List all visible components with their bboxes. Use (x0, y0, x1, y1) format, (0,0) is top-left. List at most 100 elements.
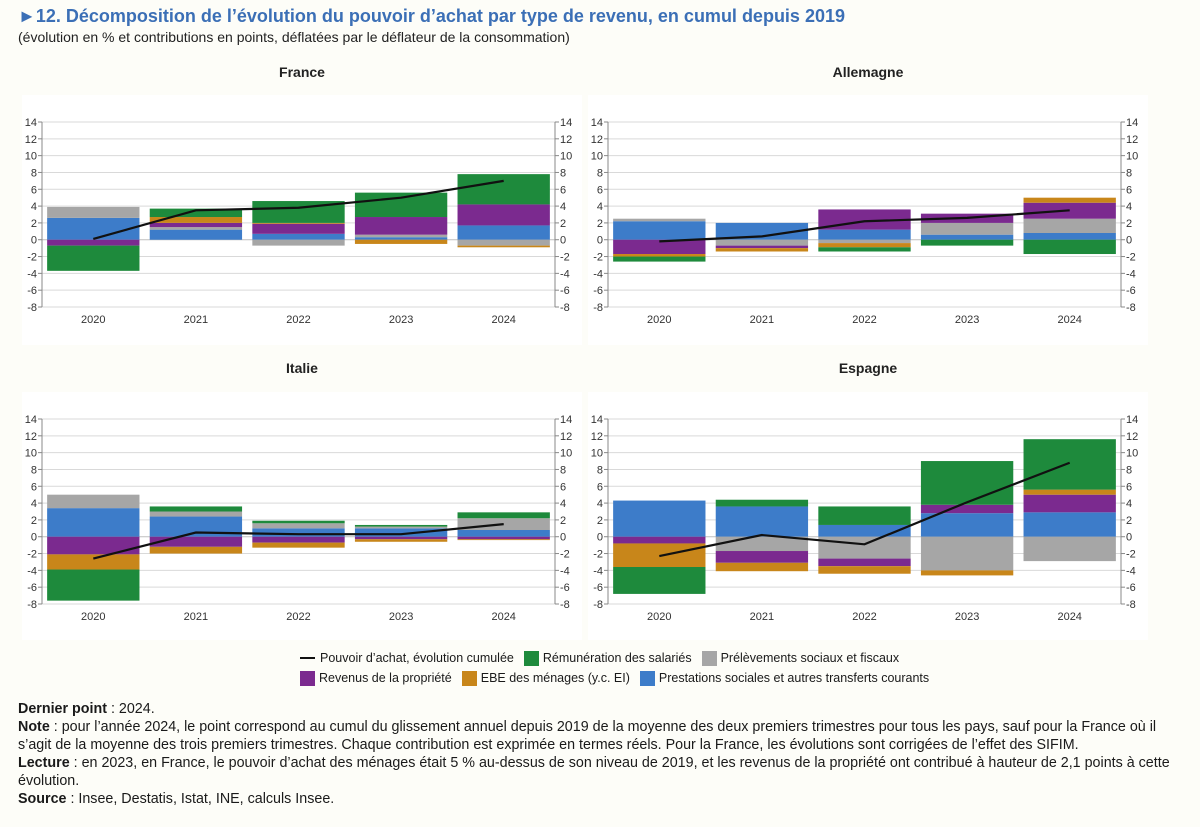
legend-label: Pouvoir d’achat, évolution cumulée (320, 651, 514, 665)
x-tick-label: 2023 (955, 314, 979, 326)
bar-segment-prestations (149, 516, 243, 537)
charts-area: France -8 -8 -6 -6 -4 -4 -2 -2 0 0 2 2 4 4 6 6 8 8 10 10 12 12… (22, 64, 1148, 640)
y-tick-label-left: -2 (593, 252, 603, 264)
bar-segment-revenus_propriete (920, 504, 1014, 514)
bar-segment-remuneration (1023, 439, 1116, 490)
y-tick-label-left: 10 (591, 151, 603, 163)
y-tick-label-right: -8 (1126, 302, 1136, 314)
y-tick-label-right: 2 (560, 515, 566, 527)
y-tick-label-right: -6 (1126, 582, 1136, 594)
bar-segment-remuneration (457, 174, 550, 205)
y-tick-label-left: -8 (593, 599, 603, 611)
bar-segment-revenus_propriete (1023, 494, 1116, 513)
bar-segment-prelevements (920, 222, 1014, 235)
legend-label: Prélèvements sociaux et fiscaux (720, 651, 900, 665)
y-tick-label-left: -4 (27, 268, 37, 280)
y-tick-label-right: 6 (1126, 184, 1132, 196)
y-tick-label-left: 8 (597, 167, 603, 179)
y-tick-label-left: 12 (25, 134, 37, 146)
y-tick-label-right: 4 (1126, 498, 1132, 510)
y-tick-label-right: 8 (1126, 464, 1132, 476)
y-tick-label-right: -8 (560, 302, 570, 314)
bar-segment-prelevements (149, 511, 243, 517)
bar-segment-prestations (613, 221, 706, 240)
bar-segment-ebe (818, 243, 911, 248)
bar-segment-prestations (613, 500, 706, 537)
bar-segment-ebe (149, 546, 243, 554)
bar-segment-prelevements (818, 536, 911, 559)
blue-swatch-icon (639, 670, 655, 686)
y-tick-label-right: 12 (1126, 431, 1138, 443)
bar-segment-ebe (1023, 489, 1116, 495)
y-tick-label-left: -2 (593, 549, 603, 561)
y-tick-label-right: -2 (560, 252, 570, 264)
bar-segment-prestations (715, 222, 809, 240)
y-tick-label-right: -6 (1126, 285, 1136, 297)
y-tick-label-left: 14 (25, 117, 37, 129)
note-text: : 2024. (106, 701, 155, 717)
bar-segment-ebe (354, 239, 448, 244)
y-tick-label-right: 2 (1126, 218, 1132, 230)
bar-segment-ebe (47, 554, 140, 570)
legend-item-ebe: EBE des ménages (y.c. EI) (461, 670, 630, 686)
x-tick-label: 2023 (389, 611, 413, 623)
y-tick-label-right: 6 (560, 481, 566, 493)
y-tick-label-left: 8 (31, 464, 37, 476)
bar-segment-remuneration (149, 506, 243, 512)
x-tick-label: 2021 (750, 314, 774, 326)
y-tick-label-right: -4 (1126, 268, 1136, 280)
bar-segment-remuneration (457, 512, 550, 519)
y-tick-label-right: 0 (560, 532, 566, 544)
y-tick-label-right: 10 (1126, 448, 1138, 460)
y-tick-label-left: 10 (25, 448, 37, 460)
y-tick-label-right: 14 (560, 414, 572, 426)
bar-segment-prelevements (818, 239, 911, 244)
bar-segment-ebe (613, 254, 706, 257)
note-lecture: Lecture : en 2023, en France, le pouvoir… (18, 754, 1183, 790)
bar-segment-ebe (920, 570, 1014, 576)
y-tick-label-left: 2 (31, 218, 37, 230)
y-tick-label-right: -2 (560, 549, 570, 561)
x-tick-label: 2022 (286, 314, 310, 326)
y-tick-label-left: 2 (597, 218, 603, 230)
bar-segment-prestations (252, 528, 345, 537)
figure-subtitle: (évolution en % et contributions en poin… (18, 29, 570, 45)
bar-segment-revenus_propriete (457, 204, 550, 226)
y-tick-label-right: -8 (1126, 599, 1136, 611)
y-tick-label-right: 4 (560, 498, 566, 510)
y-tick-label-right: 8 (1126, 167, 1132, 179)
note-text: : pour l’année 2024, le point correspond… (18, 719, 1157, 753)
chart-title: Allemagne (833, 64, 904, 80)
x-tick-label: 2024 (1057, 611, 1081, 623)
y-tick-label-left: 0 (31, 235, 37, 247)
bar-segment-prestations (457, 530, 550, 537)
x-tick-label: 2021 (184, 314, 208, 326)
legend-label: EBE des ménages (y.c. EI) (480, 671, 630, 685)
bar-segment-prelevements (1023, 218, 1116, 233)
bar-segment-prelevements (47, 206, 140, 218)
bar-segment-prestations (149, 229, 243, 240)
x-tick-label: 2020 (81, 314, 105, 326)
y-tick-label-left: 2 (31, 515, 37, 527)
x-tick-label: 2020 (647, 314, 671, 326)
note-text: : Insee, Destatis, Istat, INE, calculs I… (66, 791, 335, 807)
chart-panel-italie: Italie -8 -8 -6 -6 -4 -4 -2 -2 0 0 2 2 4 4 6 6 8 8 10 10 12 12… (22, 360, 582, 640)
y-tick-label-right: -4 (560, 268, 570, 280)
y-tick-label-right: -4 (560, 565, 570, 577)
bar-segment-prelevements (354, 526, 448, 529)
bar-segment-prestations (457, 225, 550, 240)
y-tick-label-left: -4 (27, 565, 37, 577)
note-dernier-point: Dernier point : 2024. (18, 700, 1183, 718)
y-tick-label-left: 0 (31, 532, 37, 544)
chart-panel-allemagne: Allemagne -8 -8 -6 -6 -4 -4 -2 -2 0 0 2 2 4 4 6 6 8 8 10 10 1… (588, 64, 1148, 345)
y-tick-label-left: 12 (591, 134, 603, 146)
bar-segment-prelevements (47, 494, 140, 509)
bar-segment-revenus_propriete (613, 536, 706, 544)
note-source: Source : Insee, Destatis, Istat, INE, ca… (18, 790, 1183, 808)
y-tick-label-left: -4 (593, 565, 603, 577)
y-tick-label-right: 0 (560, 235, 566, 247)
x-tick-label: 2024 (491, 611, 515, 623)
bar-segment-prelevements (252, 523, 345, 529)
y-tick-label-left: -8 (27, 599, 37, 611)
y-tick-label-right: 2 (1126, 515, 1132, 527)
